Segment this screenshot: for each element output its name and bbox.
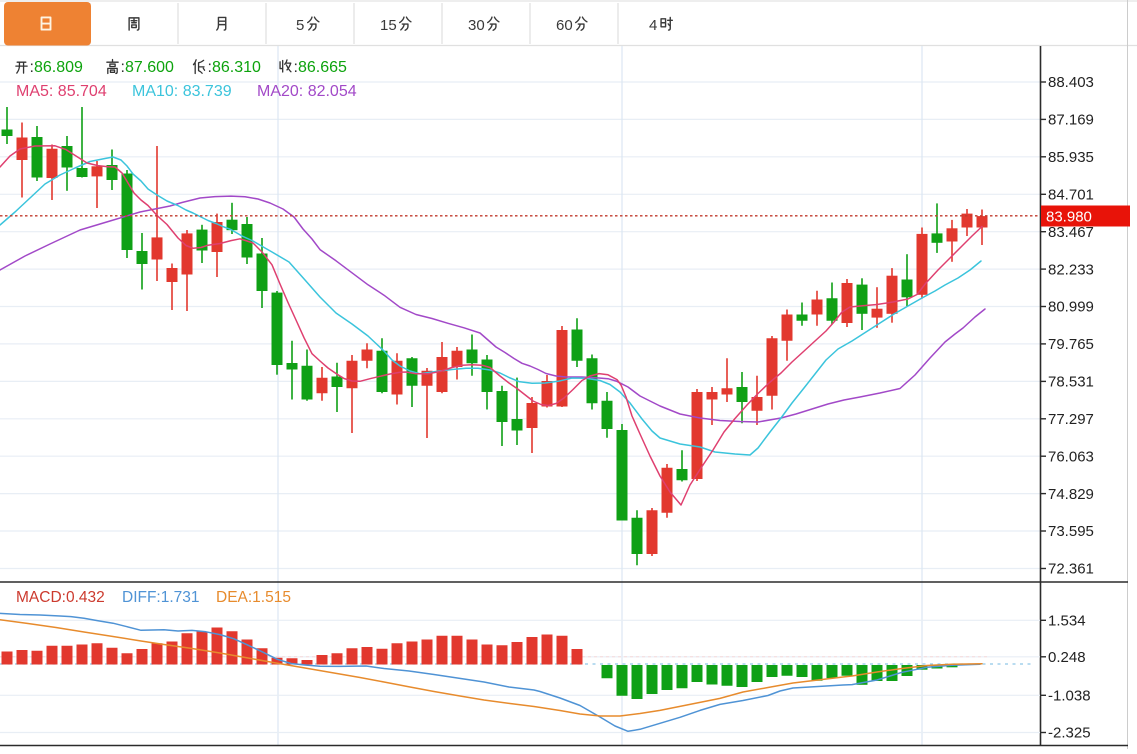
svg-text:72.361: 72.361 (1048, 561, 1094, 578)
svg-text:80.999: 80.999 (1048, 299, 1094, 316)
svg-text:1.534: 1.534 (1048, 613, 1086, 630)
svg-text:78.531: 78.531 (1048, 374, 1094, 391)
svg-text:30: 30 (468, 17, 485, 34)
svg-text:4: 4 (649, 17, 657, 34)
svg-text:73.595: 73.595 (1048, 523, 1094, 540)
svg-text:-1.038: -1.038 (1048, 688, 1091, 705)
svg-text:0.248: 0.248 (1048, 649, 1086, 666)
svg-text::: : (208, 59, 212, 76)
svg-text:85.935: 85.935 (1048, 149, 1094, 166)
svg-text:77.297: 77.297 (1048, 411, 1094, 428)
svg-text:87.600: 87.600 (125, 59, 174, 76)
svg-text:MA5: 85.704: MA5: 85.704 (16, 83, 107, 100)
svg-text:DEA:1.515: DEA:1.515 (216, 589, 291, 606)
svg-text:15: 15 (380, 17, 397, 34)
svg-text:79.765: 79.765 (1048, 336, 1094, 353)
svg-text:86.665: 86.665 (298, 59, 347, 76)
svg-text:83.467: 83.467 (1048, 224, 1094, 241)
svg-text:60: 60 (556, 17, 573, 34)
svg-text::: : (294, 59, 298, 76)
svg-text:88.403: 88.403 (1048, 74, 1094, 91)
svg-text:74.829: 74.829 (1048, 486, 1094, 503)
svg-text::: : (30, 59, 34, 76)
svg-text:82.233: 82.233 (1048, 261, 1094, 278)
svg-text::: : (121, 59, 125, 76)
svg-text:86.310: 86.310 (212, 59, 261, 76)
svg-text:5: 5 (296, 17, 304, 34)
svg-text:MA20: 82.054: MA20: 82.054 (257, 83, 357, 100)
svg-text:MA10: 83.739: MA10: 83.739 (132, 83, 232, 100)
svg-text:-2.325: -2.325 (1048, 725, 1091, 742)
svg-text:84.701: 84.701 (1048, 187, 1094, 204)
svg-text:83.980: 83.980 (1046, 209, 1092, 226)
svg-text:87.169: 87.169 (1048, 112, 1094, 129)
svg-text:MACD:0.432: MACD:0.432 (16, 589, 105, 606)
svg-text:76.063: 76.063 (1048, 448, 1094, 465)
svg-text:86.809: 86.809 (34, 59, 83, 76)
svg-text:DIFF:1.731: DIFF:1.731 (122, 589, 200, 606)
